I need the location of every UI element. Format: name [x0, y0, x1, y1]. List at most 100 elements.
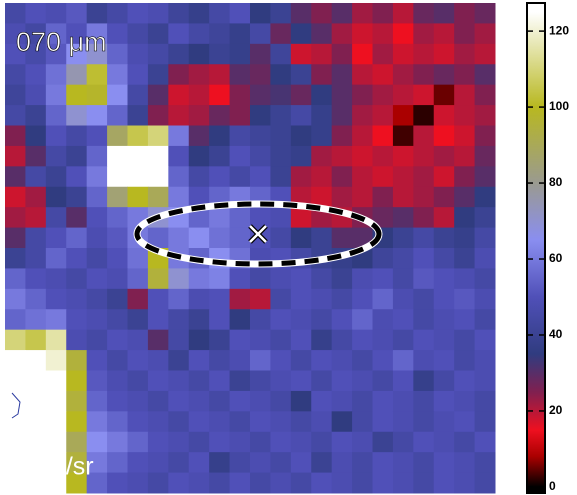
- pixel: [147, 166, 169, 188]
- pixel: [454, 64, 476, 86]
- pixel: [454, 23, 476, 45]
- pixel: [392, 411, 414, 433]
- pixel: [392, 268, 414, 290]
- pixel: [413, 268, 435, 290]
- pixel: [372, 84, 394, 106]
- pixel: [270, 472, 292, 494]
- pixel: [331, 370, 353, 392]
- pixel: [229, 207, 251, 229]
- pixel: [66, 125, 88, 147]
- pixel: [209, 3, 231, 24]
- pixel: [229, 309, 251, 331]
- pixel: [45, 227, 67, 249]
- pixel: [127, 166, 149, 188]
- pixel: [107, 472, 128, 494]
- pixel: [433, 390, 455, 412]
- pixel: [147, 105, 169, 126]
- pixel: [188, 166, 210, 188]
- pixel: [147, 64, 169, 86]
- pixel: [107, 370, 128, 392]
- tick-label: 100: [549, 99, 569, 113]
- pixel: [107, 309, 128, 331]
- pixel: [45, 248, 67, 269]
- pixel: [209, 125, 231, 147]
- pixel: [352, 166, 373, 188]
- pixel: [413, 84, 435, 106]
- pixel: [188, 390, 210, 412]
- pixel: [311, 350, 333, 371]
- pixel: [107, 248, 128, 269]
- pixel: [413, 3, 435, 24]
- unit-label: MJy/sr: [20, 453, 94, 481]
- pixel: [392, 370, 414, 392]
- pixel: [66, 64, 88, 86]
- pixel: [392, 166, 414, 188]
- pixel: [352, 309, 373, 331]
- pixel: [25, 43, 47, 65]
- pixel: [209, 105, 231, 126]
- pixel: [147, 472, 169, 494]
- pixel: [66, 186, 88, 208]
- pixel: [25, 105, 47, 126]
- pixel: [311, 431, 333, 453]
- pixel: [250, 3, 271, 24]
- pixel: [209, 145, 231, 167]
- pixel: [209, 23, 231, 45]
- pixel: [270, 329, 292, 351]
- pixel: [86, 166, 108, 188]
- pixel: [474, 84, 496, 106]
- pixel: [311, 145, 333, 167]
- pixel: [66, 207, 88, 229]
- pixel: [107, 207, 128, 229]
- pixel: [454, 288, 476, 310]
- pixel: [454, 207, 476, 229]
- pixel: [474, 390, 496, 412]
- pixel: [250, 105, 271, 126]
- tick-label: 40: [549, 327, 563, 341]
- pixel: [86, 207, 108, 229]
- pixel: [474, 3, 496, 24]
- pixel: [250, 431, 271, 453]
- pixel: [107, 166, 128, 188]
- pixel: [331, 186, 353, 208]
- pixel: [413, 125, 435, 147]
- pixel: [229, 411, 251, 433]
- pixel: [209, 166, 231, 188]
- pixel: [45, 288, 67, 310]
- pixel: [331, 145, 353, 167]
- pixel: [352, 390, 373, 412]
- pixel: [45, 431, 67, 453]
- pixel: [107, 452, 128, 474]
- pixel: [5, 3, 26, 24]
- pixel: [433, 227, 455, 249]
- pixel: [474, 207, 496, 229]
- pixel: [250, 43, 271, 65]
- pixel: [5, 411, 26, 433]
- pixel: [454, 3, 476, 24]
- pixel: [474, 23, 496, 45]
- pixel: [66, 23, 88, 45]
- pixel: [372, 23, 394, 45]
- pixel: [209, 227, 231, 249]
- pixel: [209, 207, 231, 229]
- pixel: [5, 329, 26, 351]
- pixel: [66, 411, 88, 433]
- pixel: [454, 145, 476, 167]
- pixel: [372, 145, 394, 167]
- pixel: [127, 125, 149, 147]
- pixel: [5, 207, 26, 229]
- pixel: [290, 84, 312, 106]
- pixel: [188, 452, 210, 474]
- pixel: [147, 268, 169, 290]
- pixel: [5, 166, 26, 188]
- pixel: [270, 350, 292, 371]
- pixel: [413, 309, 435, 331]
- pixel: [209, 309, 231, 331]
- pixel: [168, 370, 190, 392]
- pixel: [270, 23, 292, 45]
- pixel: [107, 3, 128, 24]
- pixel: [25, 227, 47, 249]
- pixel: [107, 350, 128, 371]
- pixel: [5, 23, 26, 45]
- pixel: [5, 64, 26, 86]
